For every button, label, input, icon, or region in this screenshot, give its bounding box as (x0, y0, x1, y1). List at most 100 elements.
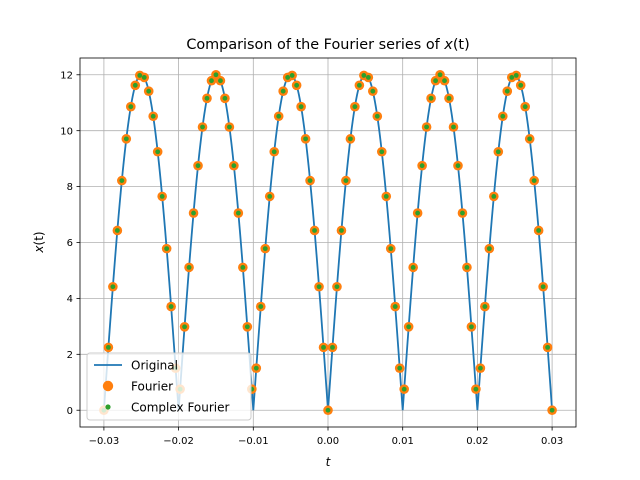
series-complex-fourier-point (182, 324, 187, 330)
x-tick-label: 0.03 (541, 436, 563, 447)
series-complex-fourier-point (540, 284, 546, 290)
y-tick-label: 4 (67, 294, 73, 305)
series-complex-fourier-point (191, 210, 196, 216)
series-complex-fourier-point (105, 344, 111, 350)
series-complex-fourier-point (325, 407, 331, 413)
series-complex-fourier-point (334, 284, 340, 290)
series-complex-fourier-point (388, 246, 394, 252)
series-complex-fourier-point (343, 178, 349, 183)
series-complex-fourier-point (455, 163, 461, 169)
series-complex-fourier-point (477, 365, 483, 371)
series-complex-fourier-point (141, 75, 147, 80)
legend-fourier-swatch (102, 380, 114, 392)
series-complex-fourier-point (123, 136, 129, 142)
x-tick-label: 0.00 (317, 436, 339, 447)
x-tick-label: 0.02 (466, 436, 488, 447)
y-tick-label: 12 (60, 70, 73, 81)
series-complex-fourier-point (164, 246, 170, 252)
series-complex-fourier-point (356, 82, 362, 88)
series-complex-fourier-point (527, 136, 533, 142)
series-complex-fourier-point (155, 149, 161, 155)
series-complex-fourier-point (460, 210, 465, 216)
series-complex-fourier-point (280, 88, 286, 94)
series-complex-fourier-point (406, 324, 412, 330)
series-complex-fourier-point (128, 104, 134, 110)
series-complex-fourier-point (433, 78, 438, 84)
series-complex-fourier-point (469, 324, 474, 330)
series-complex-fourier-point (518, 82, 524, 88)
series-complex-fourier-point (200, 124, 205, 130)
y-tick-label: 2 (67, 350, 73, 361)
series-complex-fourier-point (110, 284, 116, 290)
legend: Original Fourier Complex Fourier (86, 352, 252, 421)
chart-title: Comparison of the Fourier series of x(t) (186, 37, 469, 53)
series-complex-fourier-point (370, 88, 376, 94)
series-complex-fourier-point (258, 304, 264, 309)
legend-complex-fourier-label: Complex Fourier (131, 401, 230, 415)
x-tick-label: −0.03 (89, 436, 120, 447)
series-complex-fourier-point (307, 178, 313, 183)
series-complex-fourier-point (168, 304, 174, 309)
y-tick-label: 8 (67, 182, 73, 193)
series-complex-fourier-point (428, 95, 434, 101)
series-complex-fourier-point (473, 386, 479, 392)
series-complex-fourier-point (114, 228, 120, 233)
series-complex-fourier-point (262, 246, 268, 252)
series-complex-fourier-point (150, 113, 156, 119)
series-complex-fourier-point (401, 386, 407, 392)
series-complex-fourier-point (437, 72, 443, 78)
series-complex-fourier-point (352, 104, 358, 110)
series-complex-fourier-point (146, 88, 152, 94)
legend-fourier-label: Fourier (131, 380, 173, 394)
series-complex-fourier-point (365, 75, 371, 80)
series-complex-fourier-point (159, 194, 165, 199)
series-complex-fourier-point (209, 78, 214, 84)
series-complex-fourier-point (361, 73, 367, 78)
series-complex-fourier-point (316, 284, 322, 290)
series-complex-fourier-point (379, 149, 385, 155)
series-complex-fourier-point (531, 178, 537, 183)
series-complex-fourier-point (267, 194, 273, 199)
series-complex-fourier-point (509, 75, 515, 80)
series-complex-fourier-point (235, 210, 241, 216)
series-complex-fourier-point (204, 95, 210, 101)
x-tick-label: 0.01 (392, 436, 414, 447)
series-complex-fourier-point (446, 95, 452, 101)
y-tick-label: 6 (67, 238, 73, 249)
series-complex-fourier-point (303, 136, 308, 142)
series-complex-fourier-point (397, 365, 403, 371)
series-complex-fourier-point (195, 163, 201, 169)
series-complex-fourier-point (244, 324, 250, 330)
x-tick-label: −0.01 (238, 436, 269, 447)
series-complex-fourier-point (464, 265, 470, 270)
series-complex-fourier-point (374, 113, 380, 119)
series-complex-fourier-point (289, 73, 295, 78)
series-complex-fourier-point (285, 75, 291, 80)
x-axis-ticks: −0.03 −0.02 −0.01 0.00 0.01 0.02 0.03 (89, 427, 563, 447)
series-complex-fourier-point (227, 124, 232, 130)
series-complex-fourier-point (240, 265, 246, 270)
plot-area (99, 69, 557, 416)
series-complex-fourier-point (549, 407, 555, 413)
series-complex-fourier-point (513, 73, 519, 78)
x-axis-label: t (326, 455, 332, 469)
legend-complex-fourier-swatch (105, 404, 111, 410)
series-complex-fourier-point (312, 228, 317, 233)
series-complex-fourier-point (137, 73, 143, 78)
series-complex-fourier-point (451, 124, 456, 130)
series-complex-fourier-point (392, 304, 398, 309)
x-tick-label: −0.02 (163, 436, 194, 447)
series-complex-fourier-point (442, 78, 447, 84)
series-complex-fourier-point (330, 344, 335, 350)
series-complex-fourier-point (271, 149, 277, 155)
series-complex-fourier-point (410, 265, 416, 270)
series-complex-fourier-point (491, 194, 497, 199)
series-complex-fourier-point (276, 113, 282, 119)
legend-box (86, 352, 252, 421)
series-complex-fourier-point (339, 228, 344, 233)
series-complex-fourier-point (222, 95, 228, 101)
y-tick-label: 10 (60, 126, 73, 137)
series-complex-fourier-point (486, 246, 492, 252)
series-complex-fourier-point (298, 104, 304, 110)
